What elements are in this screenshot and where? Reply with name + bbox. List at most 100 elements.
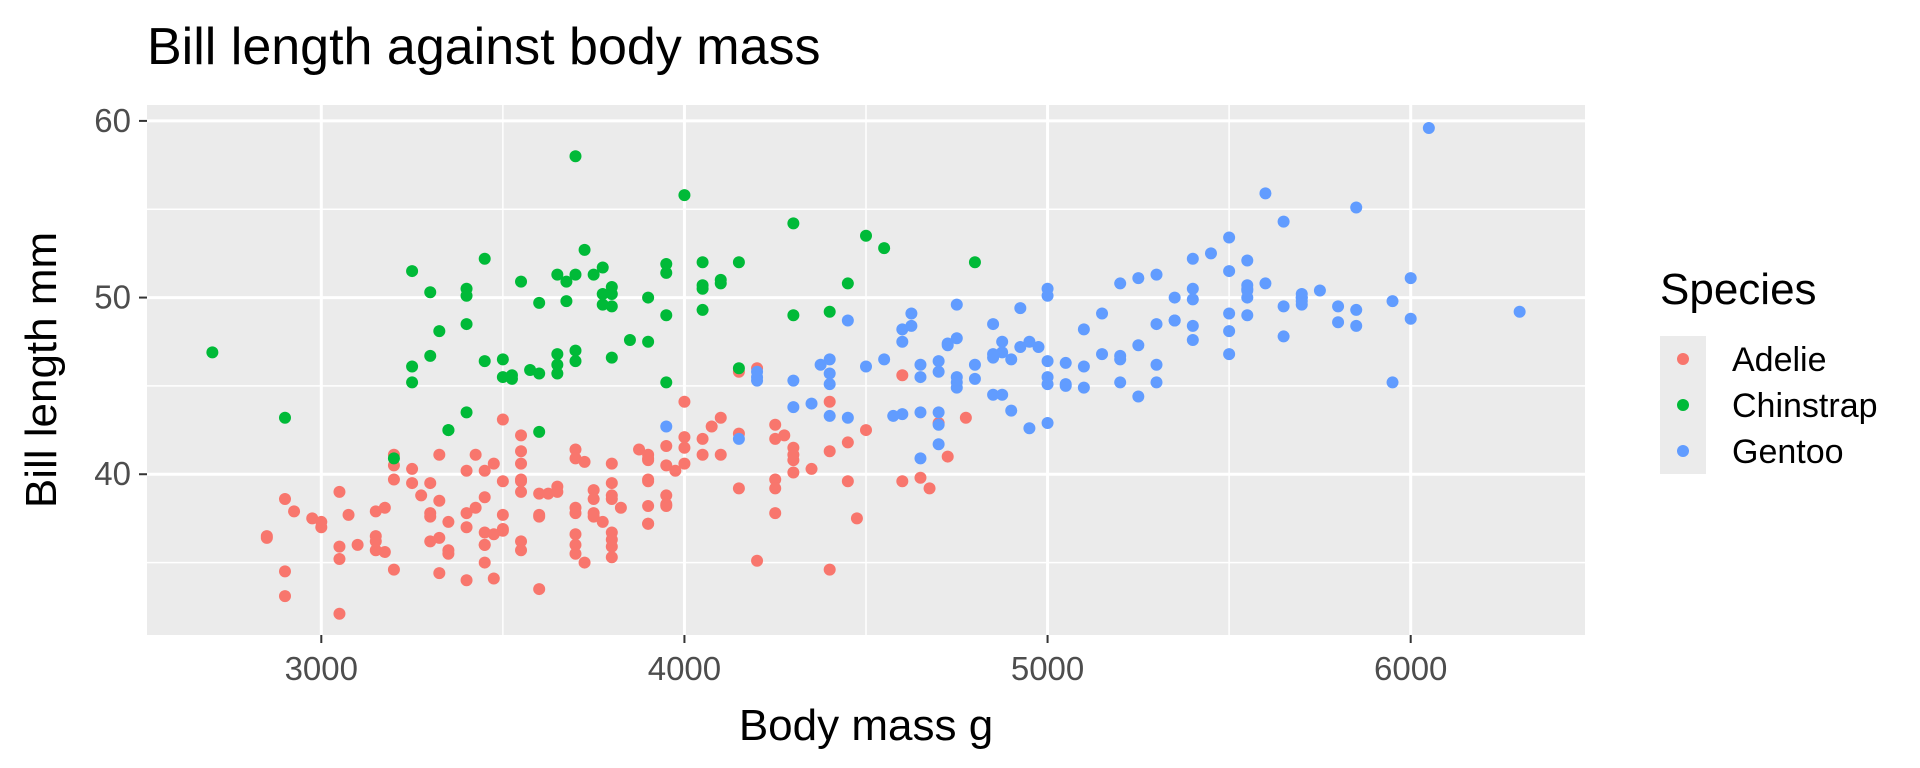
data-point: [1077, 323, 1090, 336]
data-point: [787, 309, 800, 322]
data-point: [787, 454, 800, 467]
data-point: [1114, 376, 1127, 389]
data-point: [751, 374, 764, 387]
data-point: [823, 445, 836, 458]
data-point: [660, 459, 673, 472]
data-point: [1313, 284, 1326, 297]
data-point: [424, 349, 437, 362]
data-point: [578, 243, 591, 256]
data-point: [1132, 339, 1145, 352]
data-point: [1096, 307, 1109, 320]
data-point: [841, 436, 854, 449]
data-point: [896, 323, 909, 336]
data-point: [642, 517, 655, 530]
data-point: [533, 487, 546, 500]
data-point: [1204, 247, 1217, 260]
data-point: [333, 540, 346, 553]
data-point: [968, 372, 981, 385]
data-point: [787, 441, 800, 454]
data-point: [1114, 277, 1127, 290]
data-point: [896, 475, 909, 488]
data-point: [932, 365, 945, 378]
data-point: [1223, 325, 1236, 338]
data-point: [905, 319, 918, 332]
data-point: [660, 266, 673, 279]
data-point: [605, 551, 618, 564]
data-point: [823, 367, 836, 380]
data-point: [605, 477, 618, 490]
data-point: [442, 515, 455, 528]
data-point: [315, 515, 328, 528]
legend-key-chinstrap: [1677, 399, 1689, 411]
data-point: [433, 448, 446, 461]
data-point: [1041, 282, 1054, 295]
data-point: [1150, 318, 1163, 331]
data-point: [551, 348, 564, 361]
data-point: [841, 277, 854, 290]
data-point: [878, 242, 891, 255]
data-point: [732, 482, 745, 495]
data-point: [533, 583, 546, 596]
data-point: [751, 554, 764, 567]
data-point: [551, 367, 564, 380]
data-point: [823, 305, 836, 318]
data-point: [732, 256, 745, 269]
data-point: [1295, 295, 1308, 308]
data-point: [660, 258, 673, 270]
series-chinstrap: [206, 150, 981, 465]
data-point: [551, 485, 564, 498]
data-point: [478, 464, 491, 477]
data-point: [478, 538, 491, 551]
data-point: [578, 556, 591, 569]
data-point: [860, 229, 872, 242]
data-point: [959, 411, 972, 424]
data-point: [660, 309, 673, 322]
data-point: [478, 556, 491, 569]
data-point: [587, 268, 600, 281]
data-point: [914, 358, 927, 371]
data-point: [660, 420, 673, 433]
data-point: [469, 501, 482, 514]
data-point: [378, 501, 391, 514]
data-point: [1014, 302, 1027, 315]
data-point: [950, 332, 963, 345]
data-point: [950, 371, 963, 384]
data-point: [714, 277, 727, 290]
data-point: [696, 256, 709, 269]
data-point: [533, 425, 546, 438]
data-point: [333, 607, 346, 620]
data-point: [787, 466, 800, 479]
data-point: [460, 318, 473, 331]
data-point: [769, 418, 782, 431]
data-point: [996, 335, 1009, 348]
data-point: [406, 462, 419, 475]
data-point: [696, 432, 709, 445]
data-point: [551, 268, 564, 281]
data-point: [642, 335, 655, 348]
data-point: [941, 450, 954, 463]
data-point: [515, 429, 528, 442]
data-point: [369, 505, 382, 518]
data-point: [478, 491, 491, 504]
data-point: [1277, 215, 1290, 228]
data-point: [1332, 316, 1345, 329]
data-point: [823, 378, 836, 391]
data-point: [914, 406, 927, 419]
data-point: [787, 217, 800, 230]
data-point: [633, 443, 646, 456]
data-point: [1150, 268, 1163, 281]
data-point: [1032, 341, 1045, 354]
data-point: [1023, 335, 1036, 348]
data-point: [850, 512, 863, 525]
data-point: [460, 521, 473, 534]
data-point: [487, 528, 500, 541]
data-point: [1041, 355, 1054, 368]
data-point: [605, 533, 618, 546]
data-point: [406, 360, 419, 373]
data-point: [1223, 307, 1236, 320]
data-point: [406, 477, 419, 490]
data-point: [769, 473, 782, 486]
data-point: [605, 300, 618, 313]
data-point: [769, 507, 782, 520]
